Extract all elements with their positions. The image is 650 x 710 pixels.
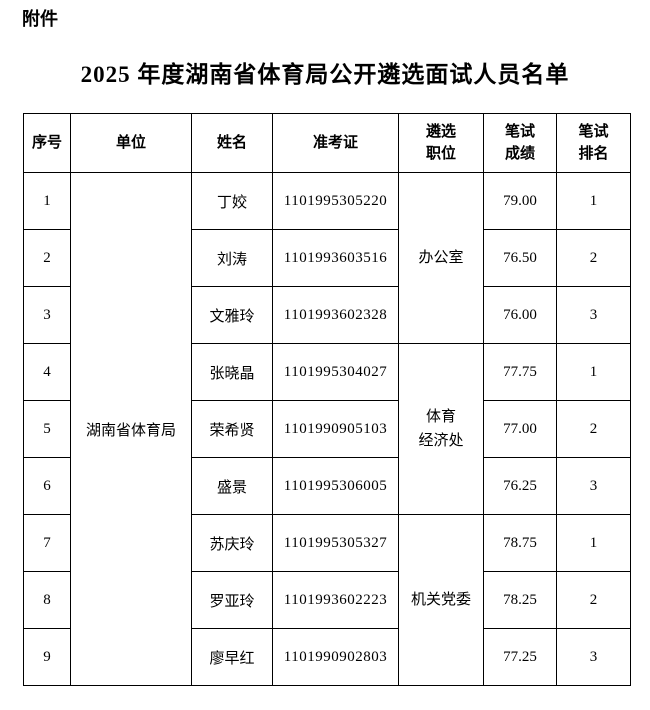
cell-score: 79.00 (483, 172, 557, 230)
cell-rank: 3 (556, 286, 631, 344)
cell-score: 76.00 (483, 286, 557, 344)
cell-no: 3 (23, 286, 71, 344)
cell-name: 荣希贤 (191, 400, 273, 458)
cell-no: 1 (23, 172, 71, 230)
cell-score: 78.75 (483, 514, 557, 572)
cell-ticket: 1101995305220 (272, 172, 399, 230)
cell-no: 2 (23, 229, 71, 287)
cell-name: 刘涛 (191, 229, 273, 287)
cell-ticket: 1101990905103 (272, 400, 399, 458)
cell-no: 5 (23, 400, 71, 458)
header-unit: 单位 (70, 113, 192, 173)
cell-score: 77.25 (483, 628, 557, 686)
table-row: 1 湖南省体育局 丁姣 1101995305220 办公室 79.00 1 (23, 172, 631, 686)
cell-no: 9 (23, 628, 71, 686)
cell-no: 4 (23, 343, 71, 401)
cell-score: 76.50 (483, 229, 557, 287)
cell-ticket: 1101995304027 (272, 343, 399, 401)
cell-rank: 2 (556, 400, 631, 458)
cell-rank: 1 (556, 343, 631, 401)
header-ticket: 准考证 (272, 113, 399, 173)
page-title: 2025 年度湖南省体育局公开遴选面试人员名单 (80, 62, 570, 87)
cell-rank: 1 (556, 514, 631, 572)
cell-no: 6 (23, 457, 71, 515)
table-row: 2 刘涛 1101993603516 76.50 2 (23, 229, 631, 287)
cell-ticket: 1101995306005 (272, 457, 399, 515)
cell-name: 罗亚玲 (191, 571, 273, 629)
cell-unit: 湖南省体育局 (70, 172, 192, 686)
cell-ticket: 1101993602328 (272, 286, 399, 344)
cell-position: 体育 经济处 (398, 343, 484, 515)
cell-score: 77.75 (483, 343, 557, 401)
cell-ticket: 1101990902803 (272, 628, 399, 686)
header-score: 笔试 成绩 (483, 113, 557, 173)
cell-ticket: 1101995305327 (272, 514, 399, 572)
cell-ticket: 1101993603516 (272, 229, 399, 287)
cell-rank: 2 (556, 571, 631, 629)
table-row: 8 罗亚玲 1101993602223 78.25 2 (23, 571, 631, 629)
header-no: 序号 (23, 113, 71, 173)
cell-position: 机关党委 (398, 514, 484, 686)
cell-no: 8 (23, 571, 71, 629)
table-row: 9 廖早红 1101990902803 77.25 3 (23, 628, 631, 686)
cell-rank: 3 (556, 628, 631, 686)
cell-ticket: 1101993602223 (272, 571, 399, 629)
header-rank: 笔试 排名 (556, 113, 631, 173)
cell-name: 丁姣 (191, 172, 273, 230)
table-row: 5 荣希贤 1101990905103 77.00 2 (23, 400, 631, 458)
table-row: 6 盛景 1101995306005 76.25 3 (23, 457, 631, 515)
table-header-row: 序号 单位 姓名 准考证 遴选 职位 笔试 成绩 笔试 排名 (23, 113, 631, 173)
cell-name: 文雅玲 (191, 286, 273, 344)
interview-roster-table: 序号 单位 姓名 准考证 遴选 职位 笔试 成绩 笔试 排名 1 湖南省体育局 … (23, 113, 631, 686)
cell-name: 廖早红 (191, 628, 273, 686)
cell-score: 78.25 (483, 571, 557, 629)
cell-score: 77.00 (483, 400, 557, 458)
cell-score: 76.25 (483, 457, 557, 515)
cell-rank: 1 (556, 172, 631, 230)
attachment-label: 附件 (22, 9, 58, 29)
cell-name: 苏庆玲 (191, 514, 273, 572)
cell-no: 7 (23, 514, 71, 572)
table-row: 7 苏庆玲 1101995305327 机关党委 78.75 1 (23, 514, 631, 686)
header-name: 姓名 (191, 113, 273, 173)
header-position: 遴选 职位 (398, 113, 484, 173)
cell-name: 张晓晶 (191, 343, 273, 401)
cell-name: 盛景 (191, 457, 273, 515)
cell-rank: 2 (556, 229, 631, 287)
cell-position: 办公室 (398, 172, 484, 344)
cell-rank: 3 (556, 457, 631, 515)
